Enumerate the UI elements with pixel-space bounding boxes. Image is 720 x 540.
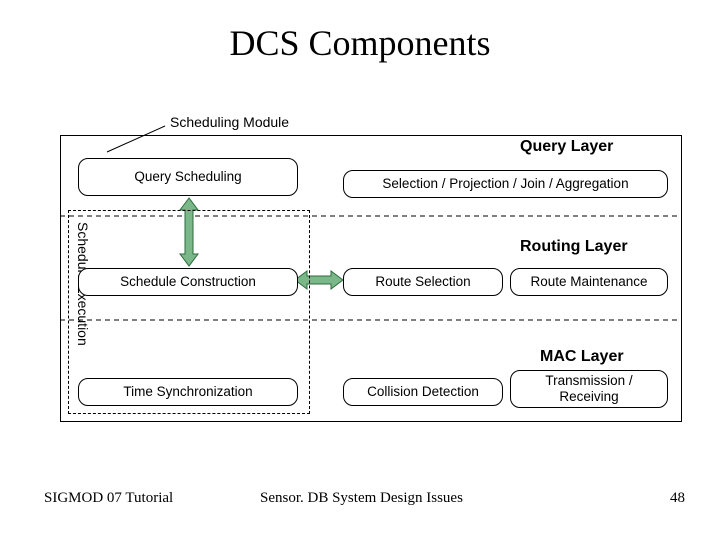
query-layer-label: Query Layer bbox=[520, 138, 613, 156]
footer-left: SIGMOD 07 Tutorial bbox=[44, 490, 173, 507]
schedule-construction-box: Schedule Construction bbox=[78, 268, 298, 296]
scheduling-module-callout: Scheduling Module bbox=[170, 114, 289, 130]
mac-layer-label: MAC Layer bbox=[540, 348, 624, 366]
query-scheduling-box: Query Scheduling bbox=[78, 158, 298, 196]
time-synchronization-box: Time Synchronization bbox=[78, 378, 298, 406]
footer-center: Sensor. DB System Design Issues bbox=[260, 490, 463, 507]
selection-projection-box: Selection / Projection / Join / Aggregat… bbox=[343, 170, 668, 198]
transmission-receiving-box: Transmission / Receiving bbox=[510, 370, 668, 408]
footer-page-number: 48 bbox=[670, 490, 685, 507]
route-selection-box: Route Selection bbox=[343, 268, 503, 296]
slide-title: DCS Components bbox=[0, 22, 720, 64]
routing-layer-label: Routing Layer bbox=[520, 238, 628, 256]
collision-detection-box: Collision Detection bbox=[343, 378, 503, 406]
route-maintenance-box: Route Maintenance bbox=[510, 268, 668, 296]
